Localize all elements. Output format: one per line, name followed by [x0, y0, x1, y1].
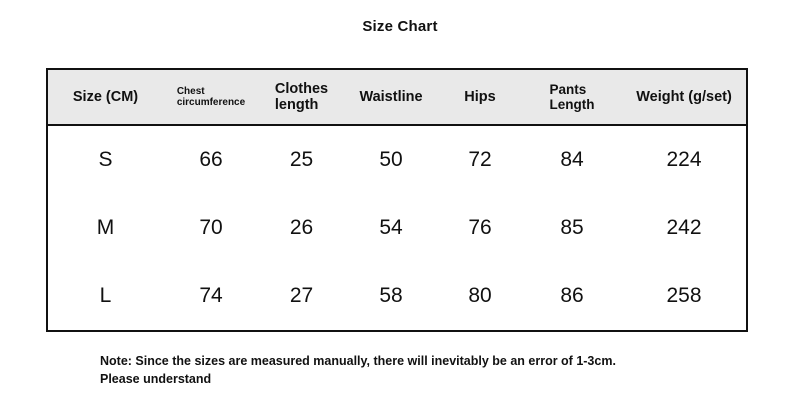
table-row: M 70 26 54 76 85 242 [48, 194, 746, 262]
cell-weight: 224 [666, 148, 702, 171]
size-chart-table-container: Size (CM) Chest circumference Clothes le… [46, 68, 748, 332]
cell-hips: 76 [468, 216, 492, 239]
note-line-1: Note: Since the sizes are measured manua… [100, 354, 616, 368]
cell-waistline: 54 [379, 216, 403, 239]
cell-clothes-length: 26 [289, 216, 314, 239]
table-header: Size (CM) Chest circumference Clothes le… [48, 70, 746, 126]
cell-waistline: 50 [379, 148, 403, 171]
column-header-waistline: Waistline [344, 70, 438, 126]
column-header-size: Size (CM) [48, 70, 163, 126]
size-chart-table: Size (CM) Chest circumference Clothes le… [48, 70, 746, 330]
column-header-clothes-length: Clothes length [259, 70, 344, 126]
column-header-hips: Hips [438, 70, 522, 126]
cell-clothes-length: 25 [289, 148, 314, 171]
column-header-pants-length: Pants Length [522, 70, 622, 126]
cell-chest: 66 [199, 148, 223, 171]
cell-size: L [99, 284, 112, 307]
cell-weight: 242 [666, 216, 702, 239]
measurement-note: Note: Since the sizes are measured manua… [100, 352, 760, 388]
cell-clothes-length: 27 [289, 284, 314, 307]
column-header-chest-circumference: Chest circumference [163, 70, 259, 126]
cell-chest: 74 [199, 284, 223, 307]
table-row: S 66 25 50 72 84 224 [48, 125, 746, 194]
cell-pants-length: 84 [560, 148, 584, 171]
cell-hips: 72 [468, 148, 492, 171]
cell-size: M [96, 216, 115, 239]
table-body: S 66 25 50 72 84 224 M 70 26 54 76 85 24… [48, 125, 746, 330]
table-row: L 74 27 58 80 86 258 [48, 262, 746, 330]
cell-hips: 80 [468, 284, 492, 307]
page-title: Size Chart [362, 18, 438, 35]
cell-pants-length: 86 [560, 284, 584, 307]
column-header-weight: Weight (g/set) [622, 70, 746, 126]
cell-chest: 70 [199, 216, 223, 239]
header-row: Size (CM) Chest circumference Clothes le… [48, 70, 746, 126]
cell-size: S [98, 148, 113, 171]
note-line-2: Please understand [100, 372, 212, 387]
cell-weight: 258 [666, 284, 702, 307]
cell-pants-length: 85 [560, 216, 584, 239]
cell-waistline: 58 [379, 284, 403, 307]
